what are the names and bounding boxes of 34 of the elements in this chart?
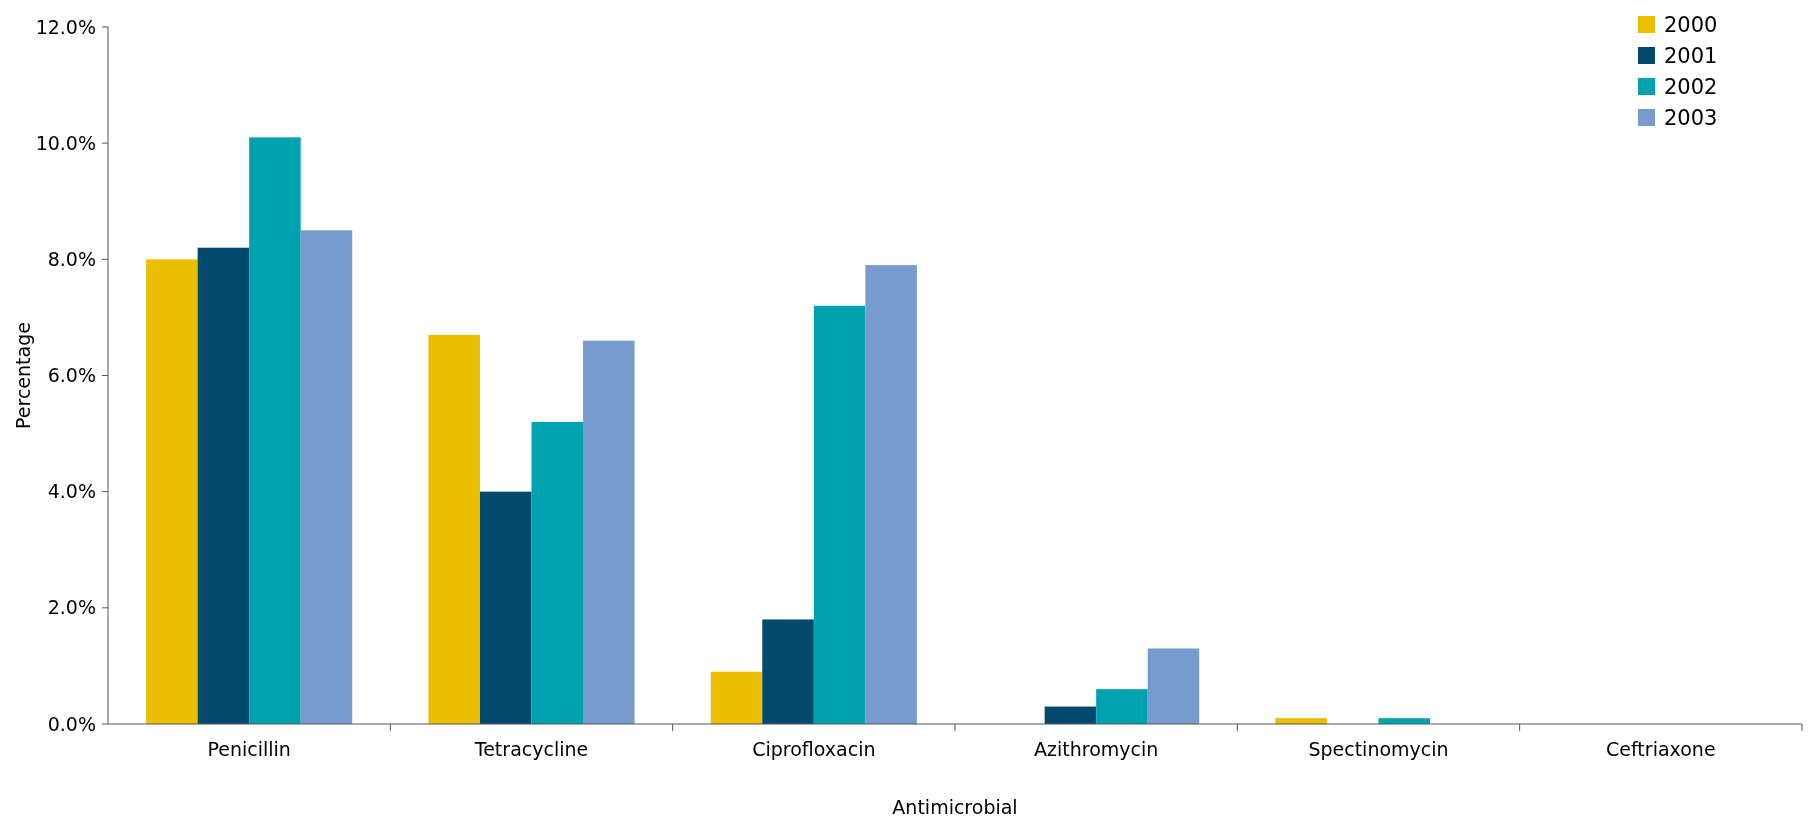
x-tick-label: Ciprofloxacin <box>752 738 876 760</box>
y-axis-title: Percentage <box>12 322 34 429</box>
bar <box>583 340 635 724</box>
bar <box>813 305 866 724</box>
bar <box>710 671 763 724</box>
x-tick-label: Azithromycin <box>1034 738 1159 760</box>
bar <box>1096 689 1148 724</box>
y-tick-label: 10.0% <box>35 131 96 154</box>
x-axis-title: Antimicrobial <box>892 796 1018 818</box>
legend-label: 2002 <box>1664 75 1718 100</box>
bar <box>1044 706 1097 724</box>
x-tick-label: Ceftriaxone <box>1606 738 1716 760</box>
legend-label: 2001 <box>1664 44 1718 69</box>
y-tick-label: 8.0% <box>47 247 96 270</box>
bar <box>1147 648 1200 724</box>
x-tick-label: Tetracycline <box>473 738 589 760</box>
bar <box>146 259 198 724</box>
legend-label: 2000 <box>1664 13 1718 38</box>
y-tick-label: 6.0% <box>47 364 96 387</box>
bar <box>428 334 480 724</box>
x-tick-label: Penicillin <box>207 738 291 760</box>
bar <box>479 491 532 724</box>
x-tick-label: Spectinomycin <box>1308 738 1449 760</box>
bar <box>300 230 353 724</box>
bar <box>762 619 814 724</box>
y-tick-label: 2.0% <box>47 596 96 619</box>
y-tick-label: 0.0% <box>47 712 96 735</box>
bar <box>249 137 301 724</box>
y-tick-label: 4.0% <box>47 480 96 503</box>
legend-label: 2003 <box>1664 106 1718 131</box>
bar <box>865 265 917 724</box>
bar <box>531 421 584 724</box>
y-tick-label: 12.0% <box>35 15 96 38</box>
bar <box>197 247 250 724</box>
